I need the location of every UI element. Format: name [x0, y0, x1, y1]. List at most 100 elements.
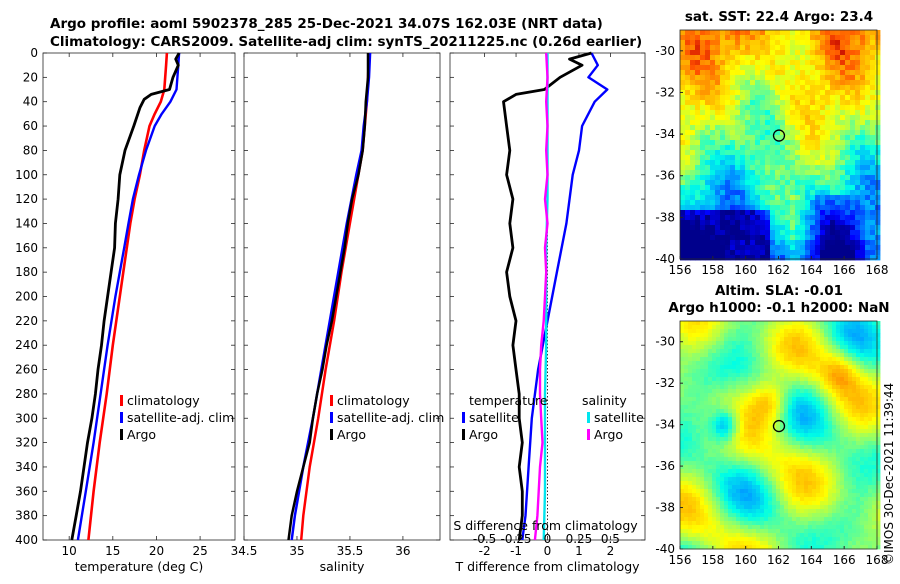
- sst-heatmap-cell: [850, 70, 856, 76]
- sla-heatmap-cell: [776, 521, 781, 526]
- sla-heatmap-cell: [732, 497, 737, 502]
- sla-heatmap-cell: [868, 541, 873, 546]
- sla-heatmap-cell: [848, 481, 853, 486]
- y-tick-label: 200: [15, 290, 38, 304]
- y-tick-label: 260: [15, 363, 38, 377]
- sla-heatmap-cell: [756, 497, 761, 502]
- sla-heatmap-cell: [724, 361, 729, 366]
- sla-heatmap-cell: [728, 349, 733, 354]
- sst-heatmap-cell: [720, 210, 726, 216]
- sst-heatmap-cell: [695, 35, 701, 41]
- sla-heatmap-cell: [708, 401, 713, 406]
- sst-heatmap-cell: [870, 200, 876, 206]
- sla-heatmap-cell: [692, 449, 697, 454]
- sst-heatmap-cell: [765, 125, 771, 131]
- sst-heatmap-cell: [690, 230, 696, 236]
- sst-heatmap-cell: [780, 135, 786, 141]
- sla-heatmap-cell: [696, 349, 701, 354]
- sla-heatmap-cell: [708, 337, 713, 342]
- sla-heatmap-cell: [748, 421, 753, 426]
- sla-heatmap-cell: [772, 441, 777, 446]
- sla-heatmap-cell: [756, 493, 761, 498]
- sla-heatmap-cell: [740, 525, 745, 530]
- sla-heatmap-cell: [812, 485, 817, 490]
- sst-heatmap-cell: [865, 75, 871, 81]
- sla-heatmap-cell: [680, 501, 685, 506]
- sla-heatmap-cell: [812, 529, 817, 534]
- sla-heatmap-cell: [680, 341, 685, 346]
- sla-heatmap-cell: [712, 425, 717, 430]
- sla-heatmap-cell: [836, 345, 841, 350]
- sla-heatmap-cell: [760, 477, 765, 482]
- sst-heatmap-cell: [705, 210, 711, 216]
- legend-item-label: satellite: [469, 410, 519, 425]
- y-tick-label: 0: [30, 46, 38, 60]
- legend-item-swatch: [462, 412, 465, 423]
- sst-heatmap-cell: [705, 115, 711, 121]
- sst-heatmap-cell: [775, 70, 781, 76]
- sla-heatmap-cell: [872, 425, 877, 430]
- sla-heatmap-cell: [688, 369, 693, 374]
- sla-heatmap-cell: [708, 465, 713, 470]
- sst-heatmap-cell: [850, 200, 856, 206]
- sla-heatmap-cell: [728, 385, 733, 390]
- sla-heatmap-cell: [824, 445, 829, 450]
- sla-heatmap-cell: [876, 325, 881, 330]
- sla-heatmap-cell: [848, 441, 853, 446]
- sla-heatmap-cell: [776, 493, 781, 498]
- sst-heatmap-cell: [790, 145, 796, 151]
- sst-heatmap-cell: [735, 215, 741, 221]
- sla-heatmap-cell: [752, 541, 757, 546]
- sla-heatmap-cell: [824, 337, 829, 342]
- sla-heatmap-cell: [696, 541, 701, 546]
- legend-item-label: Argo: [594, 427, 623, 442]
- sla-heatmap-cell: [852, 353, 857, 358]
- sst-heatmap-cell: [690, 110, 696, 116]
- legend-title-temperature: temperature: [469, 393, 548, 408]
- sla-heatmap-cell: [684, 521, 689, 526]
- sst-heatmap-cell: [805, 205, 811, 211]
- sla-heatmap-cell: [680, 345, 685, 350]
- sla-heatmap-cell: [872, 533, 877, 538]
- sla-heatmap-cell: [816, 425, 821, 430]
- sla-heatmap-cell: [684, 397, 689, 402]
- sst-heatmap-cell: [740, 80, 746, 86]
- sst-heatmap-cell: [860, 170, 866, 176]
- sst-heatmap-cell: [775, 65, 781, 71]
- sla-heatmap-cell: [820, 501, 825, 506]
- sla-heatmap-cell: [860, 497, 865, 502]
- sla-heatmap-cell: [828, 417, 833, 422]
- x-tick-label: 34.5: [231, 544, 258, 558]
- sla-heatmap-cell: [780, 437, 785, 442]
- sst-heatmap-cell: [850, 145, 856, 151]
- sla-heatmap-cell: [688, 469, 693, 474]
- sla-heatmap-cell: [788, 421, 793, 426]
- sst-heatmap-cell: [790, 150, 796, 156]
- y-tick-label: 160: [15, 241, 38, 255]
- sst-heatmap-cell: [860, 115, 866, 121]
- sla-heatmap-cell: [808, 373, 813, 378]
- sla-heatmap-cell: [720, 529, 725, 534]
- sst-heatmap-cell: [780, 250, 786, 256]
- sla-heatmap-cell: [740, 389, 745, 394]
- sla-heatmap-cell: [820, 509, 825, 514]
- sst-heatmap-cell: [780, 195, 786, 201]
- sst-heatmap-cell: [825, 210, 831, 216]
- sst-heatmap-cell: [735, 140, 741, 146]
- sla-heatmap-cell: [840, 461, 845, 466]
- sst-heatmap-cell: [765, 175, 771, 181]
- sla-heatmap-cell: [712, 321, 717, 326]
- legend-item-label: climatology: [127, 393, 200, 408]
- sla-heatmap-cell: [816, 445, 821, 450]
- sla-heatmap-cell: [820, 329, 825, 334]
- sla-heatmap-cell: [800, 357, 805, 362]
- sst-heatmap-cell: [800, 100, 806, 106]
- sla-heatmap-cell: [712, 337, 717, 342]
- sla-heatmap-cell: [788, 429, 793, 434]
- sla-heatmap-cell: [724, 485, 729, 490]
- sst-heatmap-cell: [810, 140, 816, 146]
- sst-heatmap-cell: [715, 135, 721, 141]
- sla-heatmap-cell: [724, 421, 729, 426]
- sla-heatmap-cell: [848, 377, 853, 382]
- sst-heatmap-cell: [800, 110, 806, 116]
